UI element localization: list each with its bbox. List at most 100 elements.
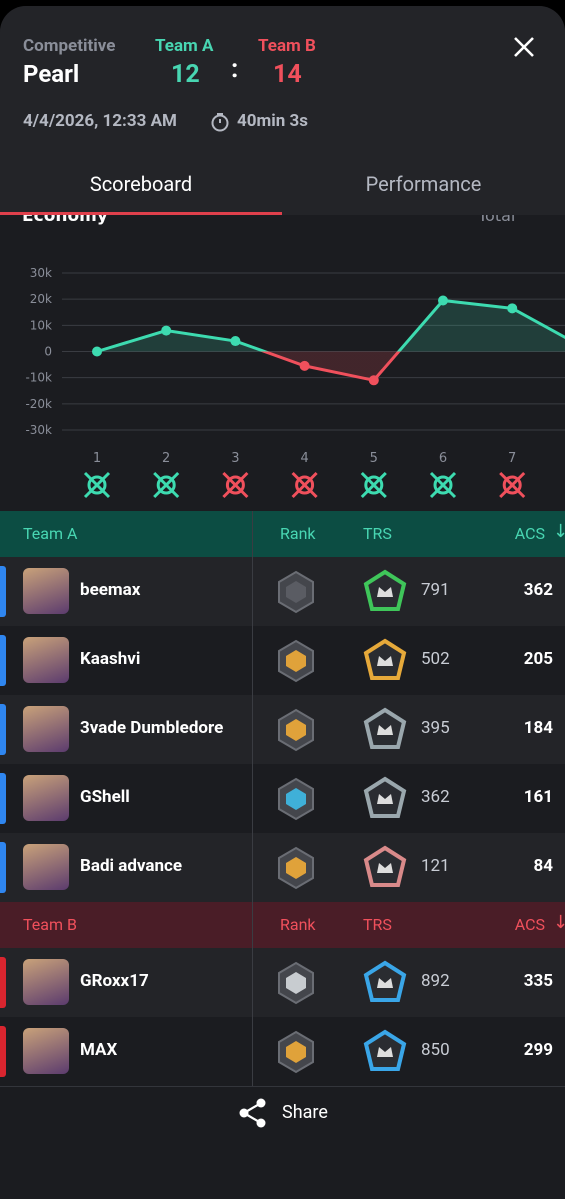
- column-header: TRS: [363, 524, 392, 543]
- sort-arrow: ↓: [553, 521, 565, 542]
- share-button[interactable]: Share: [238, 1098, 338, 1130]
- x-tick-label: 6: [439, 451, 447, 466]
- team-stripe: [0, 957, 6, 1008]
- rank-gem: [286, 857, 306, 879]
- y-tick-label: -30k: [25, 423, 52, 437]
- trs-value: 502: [421, 649, 450, 669]
- column-divider: [252, 948, 253, 1017]
- team-name: Team B: [23, 915, 77, 934]
- player-row: 3vade Dumbledore 395 184: [0, 695, 565, 764]
- close-button[interactable]: [512, 35, 536, 59]
- player-name: GRoxx17: [80, 971, 149, 991]
- divider: [0, 1086, 565, 1087]
- trs-icon: [363, 569, 407, 611]
- agent-avatar: [23, 844, 69, 890]
- acs-value: 362: [523, 580, 553, 600]
- team-a-score: 12: [171, 60, 200, 89]
- data-point: [507, 303, 518, 314]
- player-row: Badi advance 121 84: [0, 833, 565, 902]
- icon-ring: [364, 475, 384, 495]
- y-tick-label: 20k: [30, 292, 52, 306]
- team-b-score: 14: [273, 60, 302, 89]
- team-stripe: [0, 635, 6, 686]
- rank-gem: [286, 650, 306, 672]
- x-tick-label: 4: [300, 451, 308, 466]
- acs-value: 335: [523, 971, 553, 991]
- team-b-name: Team B: [258, 36, 316, 56]
- data-point: [230, 336, 241, 347]
- trs-crown: [377, 656, 393, 666]
- player-name: Badi advance: [80, 856, 183, 876]
- team-stripe: [0, 842, 6, 893]
- data-point: [438, 295, 448, 306]
- team-stripe: [0, 566, 6, 617]
- column-divider: [252, 902, 253, 948]
- column-divider: [252, 833, 253, 902]
- team-stripe: [0, 773, 6, 824]
- y-tick-label: 0: [44, 345, 52, 359]
- player-row: beemax 791 362: [0, 557, 565, 626]
- trs-icon: [363, 776, 407, 818]
- round-result-icon: [360, 471, 387, 499]
- trs-badge: [363, 569, 407, 611]
- round-result-icon: [429, 471, 457, 499]
- trs-crown: [377, 794, 393, 804]
- economy-area: [97, 300, 565, 381]
- acs-value: 205: [523, 649, 553, 669]
- match-sheet: Competitive Pearl Team A 12 : Team B 14 …: [0, 6, 565, 1199]
- icon-cross: [222, 471, 249, 499]
- player-name: MAX: [80, 1040, 118, 1060]
- score-separator: :: [231, 54, 239, 84]
- icon-cross: [153, 471, 180, 499]
- trs-value: 892: [421, 971, 450, 991]
- trs-icon: [363, 638, 407, 680]
- y-tick-label: -20k: [25, 397, 52, 411]
- data-point: [92, 346, 102, 357]
- round-result-icon: [83, 471, 111, 499]
- trs-badge: [363, 960, 407, 1002]
- icon-cross: [499, 471, 526, 499]
- trs-crown: [377, 725, 393, 735]
- data-point: [368, 375, 379, 386]
- y-tick-label: -10k: [25, 371, 52, 385]
- acs-value: 84: [533, 856, 553, 876]
- round-result-icon: [499, 471, 526, 499]
- team-stripe: [0, 704, 6, 755]
- acs-value: 161: [523, 787, 553, 807]
- sort-arrow: ↓: [553, 912, 565, 933]
- map-name: Pearl: [23, 60, 80, 88]
- tab[interactable]: Scoreboard: [89, 172, 193, 196]
- rank-icon: [278, 708, 314, 752]
- icon-cross: [429, 471, 457, 499]
- tab[interactable]: Performance: [365, 172, 482, 196]
- x-tick-label: 7: [508, 451, 516, 466]
- column-divider: [252, 695, 253, 764]
- economy-chart: Economy Total 30k 20k 10k 0 -10k -20k -30k 1 2 3 4 5 6…: [22, 215, 565, 499]
- trs-crown: [377, 587, 393, 597]
- round-result-icon: [222, 471, 249, 499]
- agent-avatar: [23, 959, 69, 1005]
- rank-icon: [278, 777, 314, 821]
- data-point: [161, 325, 172, 336]
- rank-gem: [286, 719, 306, 741]
- trs-crown: [377, 978, 393, 988]
- trs-icon: [363, 845, 407, 887]
- team-header: Team A Rank TRS ACS ↓: [0, 511, 565, 557]
- player-row: MAX 850 299: [0, 1017, 565, 1086]
- trs-badge: [363, 707, 407, 749]
- trs-badge: [363, 638, 407, 680]
- icon-cross: [360, 471, 387, 499]
- player-name: Kaashvi: [80, 649, 141, 669]
- column-header: Rank: [280, 524, 316, 543]
- header: [0, 6, 565, 215]
- player-name: GShell: [80, 787, 130, 807]
- icon-cross: [83, 471, 111, 499]
- agent-avatar: [23, 1028, 69, 1074]
- rank-gem: [286, 1041, 306, 1063]
- column-divider: [252, 511, 253, 557]
- rank-icon: [278, 1030, 314, 1074]
- player-name: 3vade Dumbledore: [80, 718, 224, 738]
- agent-avatar: [23, 568, 69, 614]
- column-divider: [252, 764, 253, 833]
- agent-avatar: [23, 706, 69, 752]
